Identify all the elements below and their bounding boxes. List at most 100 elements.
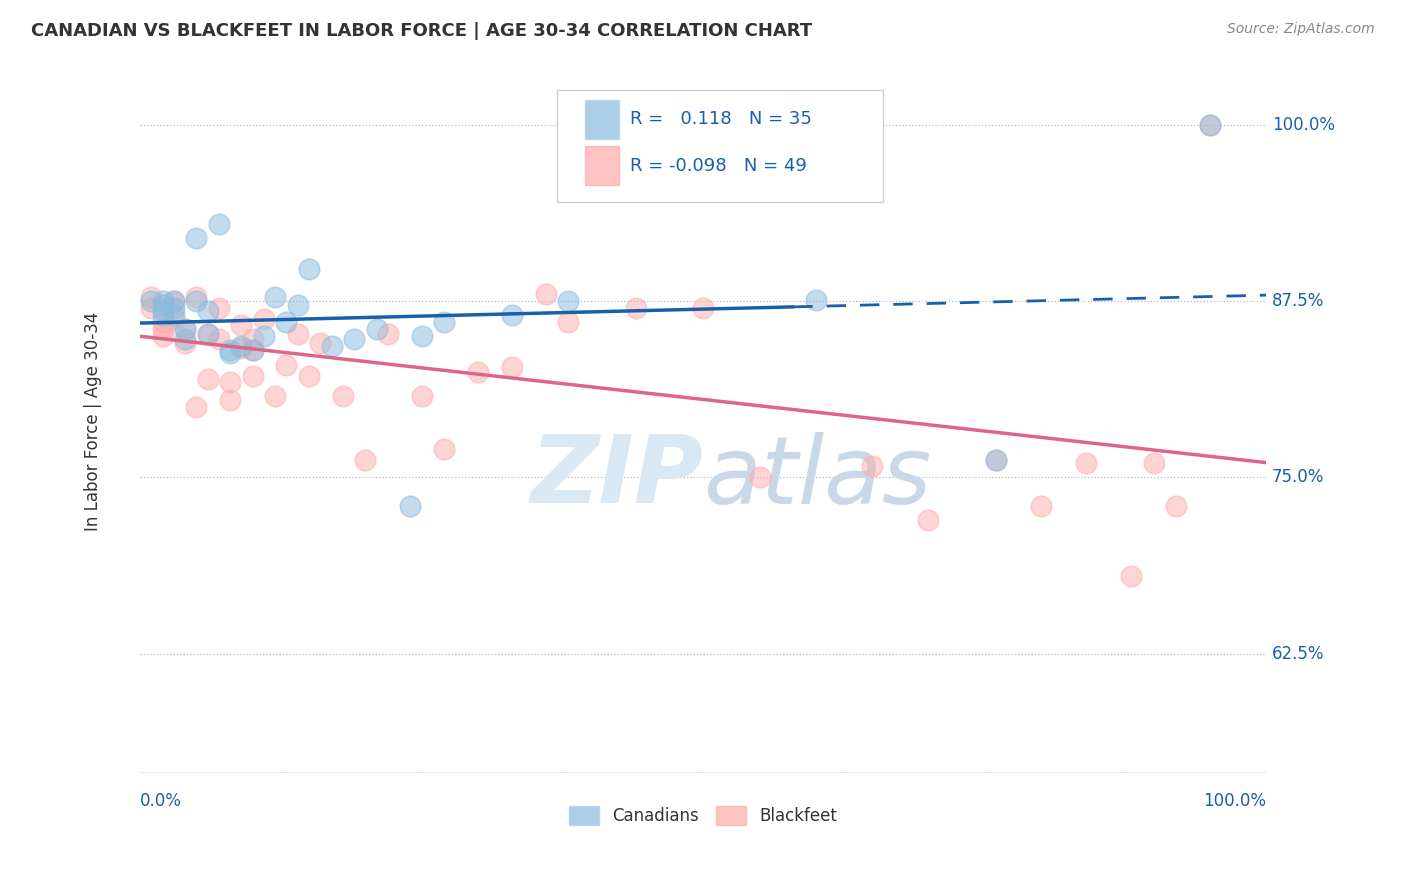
- Point: [748, 470, 770, 484]
- Point: [343, 332, 366, 346]
- Text: atlas: atlas: [703, 432, 931, 523]
- Point: [287, 298, 309, 312]
- Point: [860, 459, 883, 474]
- Text: In Labor Force | Age 30-34: In Labor Force | Age 30-34: [84, 311, 101, 531]
- Text: R = -0.098   N = 49: R = -0.098 N = 49: [630, 157, 807, 175]
- Point: [692, 301, 714, 316]
- Point: [264, 388, 287, 402]
- Point: [433, 315, 456, 329]
- Point: [242, 332, 264, 346]
- Point: [141, 290, 163, 304]
- Point: [174, 336, 197, 351]
- Point: [197, 326, 219, 341]
- Point: [253, 329, 276, 343]
- Point: [366, 322, 388, 336]
- Point: [501, 360, 523, 375]
- Point: [804, 293, 827, 307]
- Point: [321, 339, 343, 353]
- Legend: Canadians, Blackfeet: Canadians, Blackfeet: [569, 805, 837, 825]
- Point: [163, 312, 186, 326]
- Point: [163, 308, 186, 322]
- Point: [557, 315, 579, 329]
- Point: [152, 302, 174, 317]
- Point: [141, 294, 163, 309]
- Point: [411, 329, 433, 343]
- Point: [1029, 499, 1052, 513]
- Point: [174, 322, 197, 336]
- Point: [152, 322, 174, 336]
- Text: 62.5%: 62.5%: [1272, 645, 1324, 663]
- Point: [917, 513, 939, 527]
- Point: [1166, 499, 1188, 513]
- Point: [197, 304, 219, 318]
- Point: [501, 308, 523, 322]
- Point: [377, 326, 399, 341]
- Point: [242, 343, 264, 358]
- Point: [231, 318, 253, 332]
- Text: 0.0%: 0.0%: [141, 792, 181, 810]
- Point: [1074, 456, 1097, 470]
- Text: CANADIAN VS BLACKFEET IN LABOR FORCE | AGE 30-34 CORRELATION CHART: CANADIAN VS BLACKFEET IN LABOR FORCE | A…: [31, 22, 813, 40]
- Text: 100.0%: 100.0%: [1272, 116, 1334, 134]
- Point: [1143, 456, 1166, 470]
- Point: [557, 294, 579, 309]
- Point: [152, 294, 174, 309]
- Point: [276, 358, 298, 372]
- Point: [309, 336, 332, 351]
- Point: [231, 341, 253, 355]
- Point: [163, 294, 186, 309]
- Point: [287, 326, 309, 341]
- Point: [354, 453, 377, 467]
- Point: [219, 346, 242, 360]
- Point: [174, 332, 197, 346]
- Point: [208, 332, 231, 346]
- Point: [1199, 118, 1222, 132]
- Point: [411, 388, 433, 402]
- Point: [197, 326, 219, 341]
- Point: [219, 343, 242, 358]
- Point: [253, 312, 276, 326]
- FancyBboxPatch shape: [585, 100, 619, 138]
- Point: [197, 372, 219, 386]
- Point: [141, 301, 163, 316]
- Point: [624, 301, 647, 316]
- Point: [186, 294, 208, 309]
- Point: [219, 392, 242, 407]
- Point: [163, 294, 186, 309]
- Point: [984, 453, 1007, 467]
- Point: [242, 368, 264, 383]
- Point: [152, 329, 174, 343]
- Point: [264, 290, 287, 304]
- Text: R =   0.118   N = 35: R = 0.118 N = 35: [630, 111, 811, 128]
- Point: [208, 301, 231, 316]
- Text: 75.0%: 75.0%: [1272, 468, 1324, 486]
- Point: [152, 308, 174, 322]
- Point: [433, 442, 456, 457]
- Point: [1121, 569, 1143, 583]
- Text: Source: ZipAtlas.com: Source: ZipAtlas.com: [1227, 22, 1375, 37]
- Point: [186, 290, 208, 304]
- FancyBboxPatch shape: [557, 90, 883, 202]
- Point: [298, 261, 321, 276]
- Point: [186, 230, 208, 244]
- Point: [219, 375, 242, 389]
- Point: [231, 339, 253, 353]
- Point: [152, 315, 174, 329]
- Point: [242, 343, 264, 358]
- Point: [174, 322, 197, 336]
- Point: [984, 453, 1007, 467]
- Text: ZIP: ZIP: [530, 432, 703, 524]
- Text: 100.0%: 100.0%: [1204, 792, 1267, 810]
- Point: [399, 499, 422, 513]
- FancyBboxPatch shape: [585, 146, 619, 186]
- Point: [186, 400, 208, 414]
- Point: [152, 298, 174, 312]
- Text: 87.5%: 87.5%: [1272, 293, 1324, 310]
- Point: [208, 217, 231, 231]
- Point: [332, 388, 354, 402]
- Point: [467, 365, 489, 379]
- Point: [163, 301, 186, 316]
- Point: [298, 368, 321, 383]
- Point: [534, 287, 557, 301]
- Point: [1199, 118, 1222, 132]
